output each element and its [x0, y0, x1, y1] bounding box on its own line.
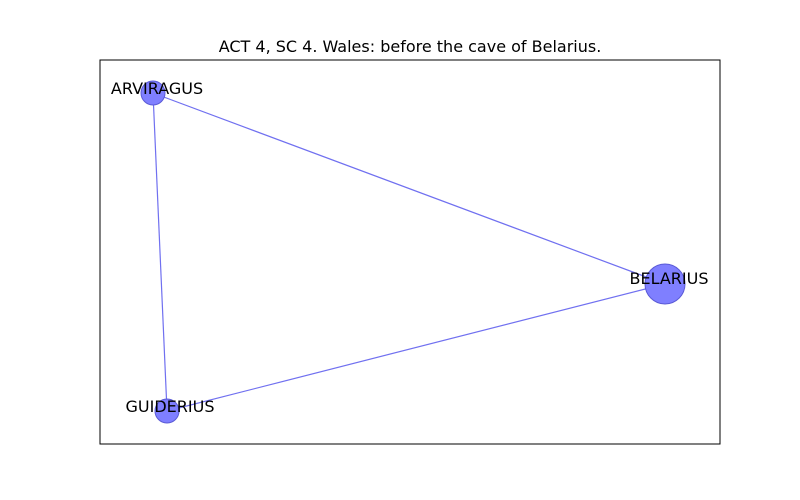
nodes-layer: [140, 80, 686, 424]
edge-arviragus-guiderius: [152, 92, 168, 412]
node-belarius: [644, 263, 686, 305]
node-label-belarius: BELARIUS: [629, 269, 708, 288]
edges-layer: [152, 92, 666, 412]
plot-frame: [99, 59, 721, 445]
node-label-arviragus: ARVIRAGUS: [111, 79, 203, 98]
node-guiderius: [154, 398, 180, 424]
node-arviragus: [140, 80, 166, 106]
chart-title: ACT 4, SC 4. Wales: before the cave of B…: [219, 37, 602, 56]
node-label-guiderius: GUIDERIUS: [126, 397, 215, 416]
labels-layer: ARVIRAGUS BELARIUS GUIDERIUS: [111, 79, 709, 416]
edge-arviragus-belarius: [152, 92, 666, 285]
edge-guiderius-belarius: [166, 283, 666, 412]
